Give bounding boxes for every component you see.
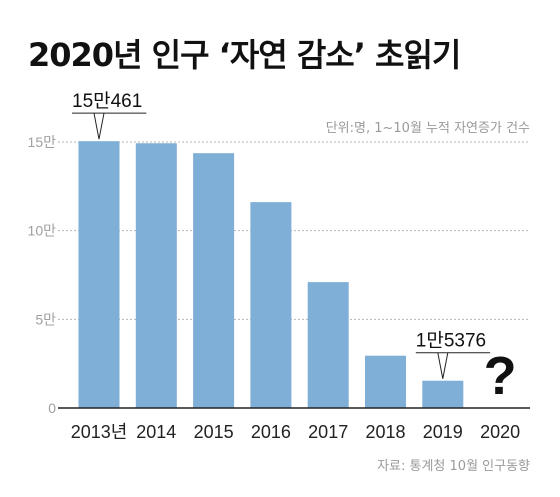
chart-title: 2020년 인구 ‘자연 감소’ 초읽기 bbox=[28, 36, 461, 74]
x-tick-label: 2020 bbox=[480, 422, 520, 442]
bar bbox=[307, 282, 349, 408]
callout-pointer bbox=[437, 352, 449, 379]
annotations: 15만461 1만5376? bbox=[72, 90, 517, 406]
bars bbox=[78, 141, 464, 408]
callout: 1만5376 bbox=[415, 330, 491, 379]
grid-lines bbox=[58, 141, 530, 320]
bar bbox=[135, 143, 177, 408]
x-tick-label: 2014 bbox=[136, 422, 176, 442]
callout-pointer bbox=[93, 113, 105, 140]
y-tick-label: 0 bbox=[48, 400, 56, 416]
callout-label: 1만5376 bbox=[416, 330, 486, 352]
y-tick-label: 5만 bbox=[35, 311, 56, 327]
x-tick-label: 2017 bbox=[308, 422, 348, 442]
x-tick-label: 2019 bbox=[423, 422, 463, 442]
source-note: 자료: 통계청 10월 인구동향 bbox=[377, 459, 530, 474]
y-tick-label: 10만 bbox=[28, 223, 57, 239]
y-tick-labels: 0 5만 10만 15만 bbox=[28, 134, 57, 416]
unit-note: 단위:명, 1~10월 누적 자연증가 건수 bbox=[325, 121, 530, 136]
unknown-value-marker: ? bbox=[484, 346, 517, 406]
bar bbox=[250, 202, 292, 408]
x-tick-label: 2018 bbox=[365, 422, 405, 442]
y-tick-label: 15만 bbox=[28, 134, 57, 150]
x-tick-label: 2015 bbox=[194, 422, 234, 442]
bar bbox=[193, 153, 235, 408]
callout-label: 15만461 bbox=[72, 90, 142, 112]
callout: 15만461 bbox=[72, 90, 147, 140]
bar bbox=[78, 141, 120, 408]
x-tick-label: 2013년 bbox=[71, 422, 128, 442]
bar bbox=[422, 380, 464, 408]
bar bbox=[365, 355, 406, 408]
x-tick-label: 2016 bbox=[251, 422, 291, 442]
x-tick-labels: 2013년 2014 2015 2016 2017 2018 2019 2020 bbox=[71, 422, 520, 442]
